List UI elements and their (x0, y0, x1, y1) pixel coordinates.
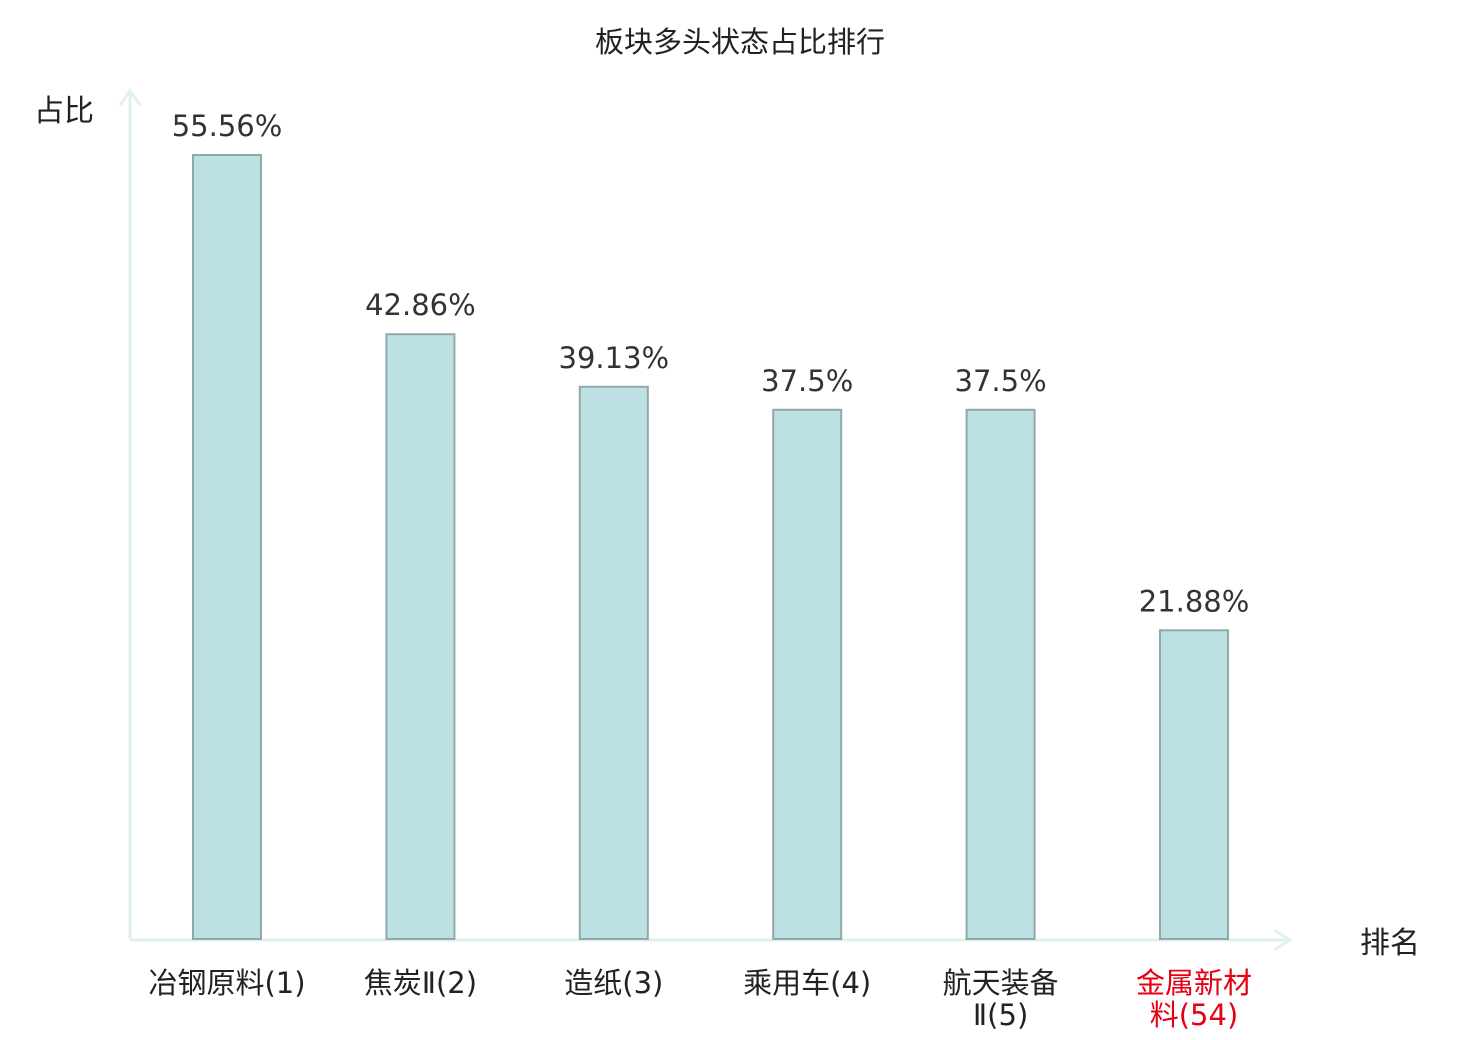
x-tick-label-line: Ⅱ(5) (973, 998, 1028, 1032)
y-axis-arrow (118, 88, 142, 106)
x-tick-label-5: 航天装备 Ⅱ(5) (943, 966, 1059, 1032)
value-label-4: 37.5% (761, 364, 853, 398)
bar-6 (1159, 629, 1229, 940)
bar-3 (578, 385, 649, 940)
x-tick-label-line: 乘用车(4) (743, 966, 871, 1000)
x-tick-label-2: 焦炭Ⅱ(2) (364, 966, 477, 1000)
x-axis-label: 排名 (1360, 926, 1420, 961)
x-tick-label-line: 造纸(3) (564, 966, 663, 1000)
x-tick-label-line: 金属新材 (1136, 966, 1252, 1000)
x-tick-label-3: 造纸(3) (564, 966, 663, 1000)
bar-1 (192, 154, 262, 940)
x-tick-label-line: 焦炭Ⅱ(2) (364, 966, 477, 1000)
bars (192, 154, 1229, 940)
value-labels: 55.56% 42.86% 39.13% 37.5% 37.5% 21.88% (172, 109, 1250, 618)
x-tick-label-1: 冶钢原料(1) (148, 966, 305, 1000)
x-tick-label-4: 乘用车(4) (743, 966, 871, 1000)
value-label-2: 42.86% (365, 288, 476, 322)
bar-5 (965, 408, 1036, 940)
value-label-5: 37.5% (955, 364, 1047, 398)
value-label-1: 55.56% (172, 109, 283, 143)
value-label-6: 21.88% (1139, 584, 1250, 618)
chart-title: 板块多头状态占比排行 (595, 25, 885, 59)
value-label-3: 39.13% (559, 341, 670, 375)
bar-4 (772, 408, 843, 940)
y-axis-label: 占比 (34, 94, 94, 129)
bar-2 (385, 333, 456, 940)
x-tick-label-6: 金属新材料(54) (1136, 966, 1252, 1032)
x-tick-label-line: 料(54) (1150, 998, 1239, 1032)
x-tick-label-line: 航天装备 (943, 966, 1059, 1000)
axes (118, 88, 1293, 952)
x-axis-arrow (1273, 928, 1293, 952)
x-tick-label-line: 冶钢原料(1) (148, 966, 305, 1000)
x-tick-labels: 冶钢原料(1) 焦炭Ⅱ(2) 造纸(3) 乘用车(4) 航天装备 Ⅱ(5) 金属新材料(54… (148, 966, 1252, 1032)
